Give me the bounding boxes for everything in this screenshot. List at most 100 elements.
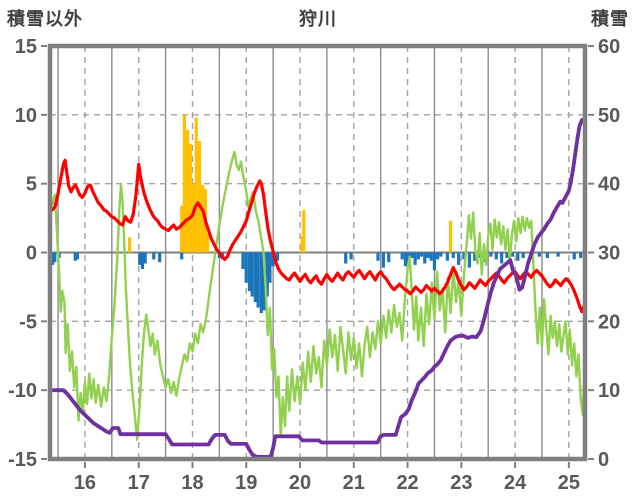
- orange-bars-bar: [194, 117, 198, 253]
- blue-bars-bar: [53, 252, 57, 263]
- blue-bars-bar: [556, 252, 560, 257]
- orange-bars-bar: [188, 143, 192, 253]
- orange-bars-bar: [448, 220, 453, 253]
- blue-bars-bar: [457, 252, 461, 265]
- blue-bars-bar: [521, 252, 525, 259]
- orange-bars-bar: [127, 237, 132, 253]
- blue-bars-bar: [500, 252, 504, 264]
- blue-bars-bar: [537, 252, 541, 257]
- blue-bars-bar: [143, 252, 147, 264]
- blue-bars-bar: [75, 252, 80, 260]
- left-tick-label-5: 5: [26, 174, 37, 196]
- blue-bars-bar: [510, 252, 515, 257]
- orange-bars-bar: [191, 183, 196, 253]
- right-tick-label-10: 10: [598, 380, 620, 402]
- blue-bars-bar: [387, 252, 391, 263]
- blue-bars-bar: [381, 252, 385, 268]
- right-tick-label-20: 20: [598, 311, 620, 333]
- orange-bars-bar: [180, 205, 184, 253]
- blue-bars-bar: [413, 252, 417, 265]
- blue-bars-bar: [140, 252, 145, 270]
- right-tick-label-60: 60: [598, 36, 620, 58]
- blue-bars-bar: [275, 252, 280, 261]
- orange-bars-bar: [186, 129, 190, 253]
- chart-title: 狩川: [299, 9, 337, 29]
- left-tick-label--15: -15: [8, 449, 37, 471]
- x-tick-label-22: 22: [396, 472, 418, 494]
- blue-bars-bar: [344, 252, 348, 264]
- blue-bars-bar: [158, 252, 162, 263]
- blue-bars-bar: [250, 252, 254, 297]
- red-line: [51, 158, 586, 314]
- x-tick-label-24: 24: [504, 472, 527, 494]
- x-tick-label-17: 17: [128, 472, 150, 494]
- orange-bars-bar: [201, 185, 205, 253]
- left-axis-title: 積雪以外: [7, 9, 83, 29]
- blue-bars-bar: [432, 252, 437, 271]
- orange-bars-bar: [205, 233, 210, 253]
- left-tick-label-15: 15: [15, 36, 37, 58]
- blue-bars-bar: [253, 252, 257, 303]
- orange-bars-bar: [197, 140, 202, 253]
- blue-bars-bar: [426, 252, 430, 259]
- plot-border: [47, 43, 588, 462]
- x-tick-label-23: 23: [450, 472, 472, 494]
- right-tick-label-50: 50: [598, 105, 620, 127]
- blue-bars-bar: [403, 252, 408, 267]
- blue-bars-bar: [419, 252, 424, 257]
- blue-bars-bar: [262, 252, 266, 311]
- blue-bars-bar: [271, 252, 275, 267]
- blue-bars-bar: [241, 252, 245, 270]
- x-tick-label-25: 25: [558, 472, 580, 494]
- blue-bars-bar: [73, 252, 77, 261]
- blue-bars-bar: [400, 252, 404, 260]
- blue-bars-bar: [256, 252, 260, 308]
- orange-bars-bar: [300, 235, 304, 253]
- blue-bars-bar: [268, 252, 272, 283]
- x-tick-label-20: 20: [289, 472, 311, 494]
- blue-bars-bar: [51, 252, 55, 265]
- left-tick-label-0: 0: [26, 243, 37, 265]
- x-tick-label-21: 21: [343, 472, 365, 494]
- blue-bars-bar: [376, 252, 380, 261]
- left-tick-label--5: -5: [19, 311, 37, 333]
- left-tick-label--10: -10: [8, 380, 37, 402]
- blue-bars-bar: [349, 252, 353, 260]
- blue-bars-bar: [494, 252, 498, 260]
- blue-bars-bar: [545, 252, 549, 259]
- blue-bars-bar: [410, 252, 414, 259]
- blue-bars-bar: [467, 252, 471, 268]
- blue-bars-bar: [152, 252, 156, 260]
- right-tick-label-40: 40: [598, 174, 620, 196]
- blue-bars-bar: [244, 252, 248, 283]
- blue-bars-bar: [138, 252, 142, 265]
- left-tick-label-10: 10: [15, 105, 37, 127]
- blue-bars-bar: [439, 252, 443, 257]
- x-tick-label-18: 18: [181, 472, 203, 494]
- orange-bars-bar: [302, 209, 306, 253]
- right-axis-title: 積雪: [591, 9, 629, 29]
- blue-bars-bar: [416, 252, 420, 260]
- x-tick-label-19: 19: [235, 472, 257, 494]
- blue-bars-bar: [505, 252, 509, 259]
- blue-bars-bar: [247, 252, 252, 292]
- x-tick-label-16: 16: [74, 472, 96, 494]
- blue-bars-bar: [489, 252, 493, 257]
- blue-bars-bar: [451, 252, 455, 259]
- blue-bars-bar: [436, 252, 440, 260]
- blue-bars-bar: [445, 252, 449, 261]
- blue-bars-bar: [423, 252, 427, 264]
- blue-bars-bar: [572, 252, 576, 260]
- blue-bars-bar: [473, 252, 477, 261]
- blue-bars-bar: [265, 252, 269, 297]
- blue-bars-bar: [462, 252, 466, 260]
- right-tick-label-30: 30: [598, 243, 620, 265]
- blue-bars-bar: [579, 252, 583, 259]
- purple-line: [50, 117, 585, 459]
- blue-bars-bar: [429, 252, 433, 261]
- orange-bars-bar: [182, 114, 187, 253]
- blue-bars-bar: [516, 252, 520, 261]
- green-line: [51, 150, 586, 441]
